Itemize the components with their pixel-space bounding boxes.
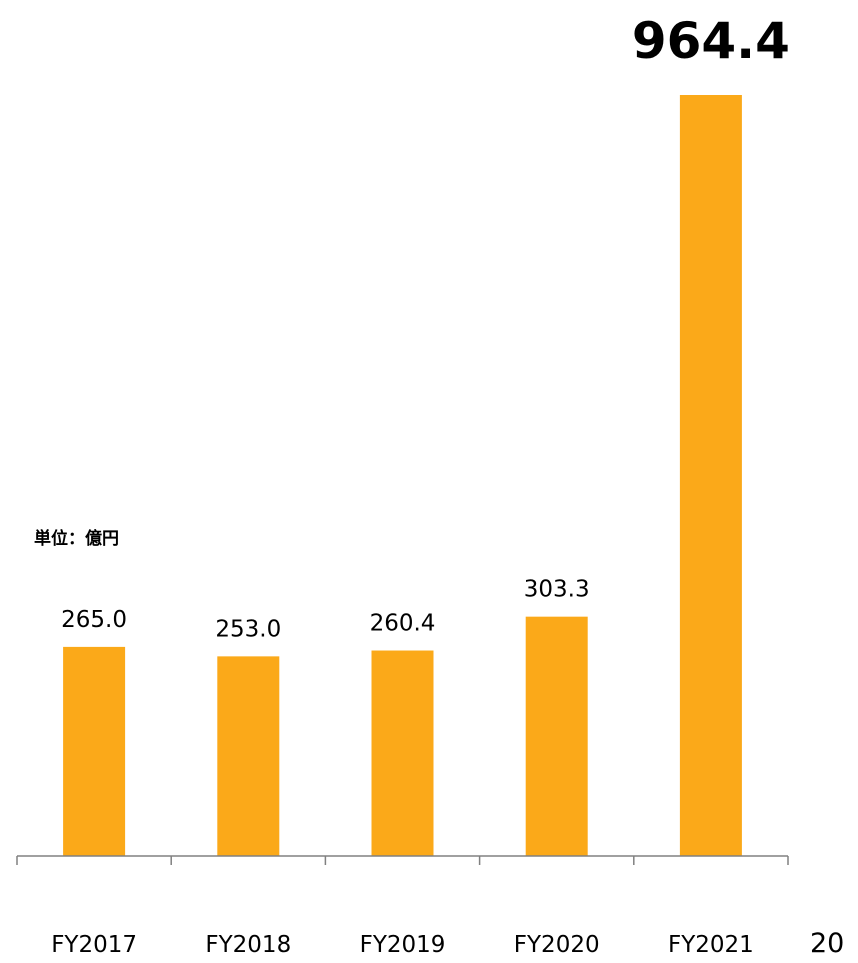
category-label-fy2019: FY2019 xyxy=(360,932,446,958)
value-label-fy2019: 260.4 xyxy=(370,611,436,637)
category-label-fy2018: FY2018 xyxy=(205,932,291,958)
x-axis: FY2017 FY2018 FY2019 FY2020 FY2021 xyxy=(16,855,789,958)
category-label-fy2020: FY2020 xyxy=(514,932,600,958)
bar-fy2019 xyxy=(371,650,434,856)
bar-fy2018 xyxy=(217,656,280,856)
bar-fy2020 xyxy=(525,616,588,856)
bar-fy2017 xyxy=(63,646,126,856)
value-label-fy2021: 964.4 xyxy=(632,12,790,70)
value-label-fy2017: 265.0 xyxy=(61,607,127,633)
category-label-fy2017: FY2017 xyxy=(51,932,137,958)
bars-group xyxy=(63,95,742,856)
value-labels-group: 265.0 253.0 260.4 303.3 964.4 xyxy=(61,12,790,642)
bar-fy2021 xyxy=(679,95,742,856)
value-label-fy2020: 303.3 xyxy=(524,577,590,603)
value-label-fy2018: 253.0 xyxy=(215,616,281,642)
unit-label: 単位：億円 xyxy=(34,529,119,549)
category-label-fy2021: FY2021 xyxy=(668,932,754,958)
page-number: 20 xyxy=(810,928,845,959)
